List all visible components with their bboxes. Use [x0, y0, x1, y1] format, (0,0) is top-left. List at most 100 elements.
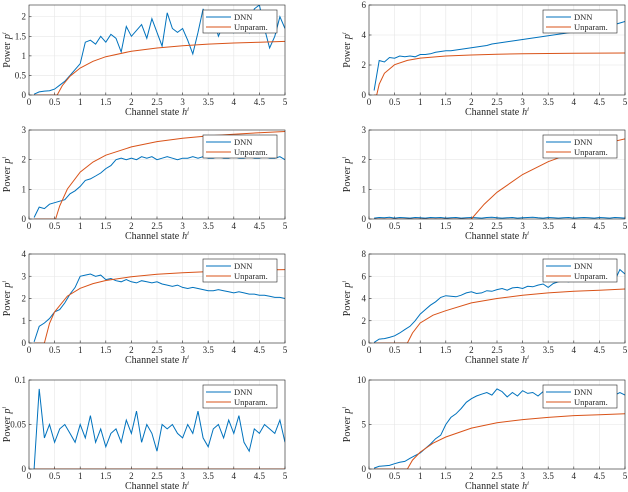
x-axis-label-var: h — [182, 107, 187, 118]
x-axis-label-sup: i — [527, 106, 529, 113]
x-tick-label: 3 — [180, 471, 185, 481]
axes-box — [368, 253, 626, 344]
legend-label: DNN — [574, 261, 592, 271]
y-tick-label: 2 — [362, 155, 367, 165]
legend-label: Unparam. — [574, 397, 608, 407]
x-axis-label-text: Channel state — [465, 107, 520, 118]
y-axis-label-var: p — [2, 34, 13, 40]
x-tick-label: 1 — [418, 345, 423, 355]
x-axis-label-sup: i — [527, 230, 529, 237]
x-axis-label: Channel state hi — [465, 106, 529, 118]
x-tick-label: 3.5 — [543, 345, 555, 355]
x-tick-label: 4.5 — [254, 221, 266, 231]
x-tick-label: 2.5 — [151, 221, 163, 231]
x-tick-label: 4 — [572, 221, 577, 231]
y-tick-label: 0.5 — [15, 70, 27, 80]
x-axis-label-text: Channel state — [125, 355, 180, 366]
x-tick-label: 1.5 — [100, 345, 112, 355]
y-tick-label: 0 — [22, 214, 27, 224]
x-axis-label-text: Channel state — [465, 231, 520, 242]
axes-box — [368, 129, 626, 220]
y-tick-label: 0 — [22, 90, 27, 100]
y-tick-label: 4 — [362, 294, 367, 304]
x-tick-label: 2 — [469, 97, 474, 107]
x-tick-label: 4 — [232, 221, 237, 231]
y-tick-label: 0 — [362, 338, 367, 348]
x-axis-label-var: h — [182, 355, 187, 366]
legend-label: Unparam. — [234, 397, 268, 407]
y-axis-label: Powerpi — [341, 407, 353, 443]
x-tick-label: 4 — [572, 97, 577, 107]
x-axis-label-var: h — [522, 107, 527, 118]
x-tick-label: 2.5 — [491, 471, 503, 481]
x-tick-label: 0 — [27, 471, 32, 481]
legend-label: DNN — [574, 12, 592, 22]
y-tick-label: 6 — [362, 271, 367, 281]
y-axis-label: Powerpi — [1, 157, 13, 193]
x-tick-label: 0 — [27, 97, 32, 107]
x-tick-label: 4.5 — [594, 221, 606, 231]
x-tick-label: 4.5 — [254, 345, 266, 355]
legend-label: Unparam. — [574, 147, 608, 157]
y-axis-label-sup: i — [341, 157, 348, 159]
x-tick-label: 4 — [572, 345, 577, 355]
legend-label: DNN — [234, 137, 252, 147]
y-axis-label-text: Power — [2, 290, 13, 316]
x-tick-label: 1 — [418, 471, 423, 481]
x-tick-label: 2 — [129, 471, 134, 481]
dnn-series-line — [374, 216, 625, 219]
x-tick-label: 0 — [367, 345, 372, 355]
y-axis-label: Powerpi — [1, 32, 13, 68]
y-axis-label: Powerpi — [341, 157, 353, 193]
x-axis-label-sup: i — [187, 230, 189, 237]
x-tick-label: 3.5 — [203, 97, 215, 107]
y-tick-label: 0 — [362, 214, 367, 224]
y-tick-label: 1 — [22, 316, 27, 326]
x-tick-label: 1 — [78, 345, 83, 355]
x-tick-label: 3 — [180, 97, 185, 107]
x-tick-label: 1 — [78, 221, 83, 231]
x-tick-label: 3 — [520, 471, 525, 481]
x-tick-label: 1 — [78, 471, 83, 481]
x-tick-label: 0.5 — [49, 97, 61, 107]
x-tick-label: 4.5 — [254, 471, 266, 481]
y-tick-label: 0 — [362, 90, 367, 100]
x-tick-label: 5 — [283, 97, 288, 107]
x-tick-label: 2.5 — [151, 345, 163, 355]
x-tick-label: 2.5 — [151, 471, 163, 481]
y-tick-label: 3 — [22, 125, 27, 135]
x-tick-label: 2 — [469, 345, 474, 355]
y-tick-label: 1.5 — [15, 31, 27, 41]
y-axis-label-text: Power — [342, 416, 353, 442]
legend-label: DNN — [234, 387, 252, 397]
y-axis-label-sup: i — [1, 281, 8, 283]
axes-box — [28, 4, 286, 96]
subplot-7: 0 0.5 1 1.5 2 2.5 3 3.5 4 4.5 5 0 0.05 0.1 DNNUnparam.… — [1, 375, 288, 492]
y-axis-label-sup: i — [341, 32, 348, 34]
x-tick-label: 1.5 — [100, 97, 112, 107]
x-tick-label: 0.5 — [389, 97, 401, 107]
x-tick-label: 2 — [469, 471, 474, 481]
y-axis-label-var: p — [342, 409, 353, 415]
y-axis-label-var: p — [342, 283, 353, 289]
y-tick-label: 5 — [362, 420, 367, 430]
y-tick-label: 0 — [22, 464, 27, 474]
x-axis-label-text: Channel state — [465, 481, 520, 492]
y-tick-label: 2 — [22, 155, 27, 165]
x-tick-label: 1 — [78, 97, 83, 107]
y-axis-label-text: Power — [342, 41, 353, 67]
x-tick-label: 2 — [129, 97, 134, 107]
x-tick-label: 4 — [232, 471, 237, 481]
x-tick-label: 2 — [469, 221, 474, 231]
y-tick-label: 0 — [362, 464, 367, 474]
y-axis-label-var: p — [342, 34, 353, 40]
y-axis-label: Powerpi — [341, 281, 353, 317]
